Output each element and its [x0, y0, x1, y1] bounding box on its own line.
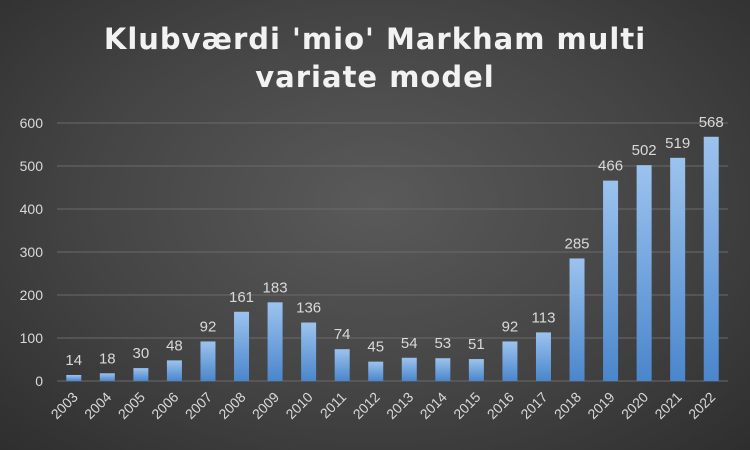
bar-2009	[267, 302, 283, 381]
x-tick-label-2020: 2020	[618, 389, 651, 422]
bar-2017	[535, 332, 551, 381]
data-label-2021: 519	[665, 135, 690, 152]
x-tick-label-2005: 2005	[115, 389, 148, 422]
x-tick-label-2019: 2019	[584, 389, 617, 422]
x-tick-label-2022: 2022	[685, 389, 718, 422]
y-tick-label: 200	[20, 287, 44, 303]
data-label-2012: 45	[367, 339, 384, 356]
bar-2021	[670, 157, 686, 381]
bar-2008	[234, 311, 250, 381]
bar-2007	[200, 341, 216, 381]
data-label-2008: 161	[229, 289, 254, 306]
data-label-2015: 51	[468, 336, 485, 353]
chart-title-line-1: Klubværdi 'mio' Markham multi	[103, 22, 647, 56]
x-tick-label-2012: 2012	[350, 389, 383, 422]
data-label-2006: 48	[166, 337, 183, 354]
y-tick-label: 500	[20, 158, 44, 174]
data-label-2011: 74	[334, 326, 351, 343]
x-tick-label-2011: 2011	[317, 389, 350, 422]
x-tick-label-2014: 2014	[417, 389, 450, 422]
x-tick-label-2006: 2006	[148, 389, 181, 422]
x-axis-tick-labels: 2003 2004 2005 2006 2007 2008 2009 2010 2011 2012…	[48, 389, 719, 422]
bar-2003	[66, 374, 82, 381]
bar-2013	[401, 357, 417, 381]
x-tick-label-2017: 2017	[517, 389, 550, 422]
data-label-2019: 466	[598, 158, 623, 175]
chart-title-line-2: variate model	[255, 60, 495, 94]
data-label-2013: 54	[401, 335, 418, 352]
bars	[66, 136, 719, 381]
data-label-2004: 18	[99, 350, 116, 367]
data-label-2009: 183	[263, 279, 288, 296]
bar-2018	[569, 258, 585, 381]
bar-2019	[603, 180, 619, 381]
bar-2005	[133, 368, 149, 381]
x-tick-label-2007: 2007	[182, 389, 215, 422]
x-tick-label-2003: 2003	[48, 389, 81, 422]
y-axis-tick-labels: 0 100 200 300 400 500 600	[20, 115, 44, 389]
gridlines	[57, 122, 728, 382]
bar-2022	[703, 136, 719, 381]
bar-2004	[99, 373, 115, 381]
y-tick-label: 300	[20, 244, 44, 260]
y-tick-label: 100	[20, 330, 44, 346]
x-tick-label-2015: 2015	[450, 389, 483, 422]
x-tick-label-2008: 2008	[215, 389, 248, 422]
y-tick-label: 600	[20, 115, 44, 131]
data-labels: 14 18 30 48 92 161 183 136 74 45 54 53 51 92 113 285 466…	[65, 114, 723, 369]
data-label-2014: 53	[434, 335, 451, 352]
bar-2015	[468, 359, 484, 381]
x-tick-label-2010: 2010	[282, 389, 315, 422]
data-label-2022: 568	[699, 114, 724, 131]
y-tick-label: 400	[20, 201, 44, 217]
bar-2016	[502, 341, 518, 381]
data-label-2005: 30	[133, 345, 150, 362]
bar-2014	[435, 358, 451, 381]
x-tick-label-2021: 2021	[651, 389, 684, 422]
chart-title: Klubværdi 'mio' Markham multi variate mo…	[0, 20, 750, 96]
data-label-2020: 502	[632, 142, 657, 159]
bar-2006	[166, 360, 182, 381]
x-tick-label-2018: 2018	[551, 389, 584, 422]
bar-2010	[301, 322, 317, 381]
bar-2020	[636, 165, 652, 381]
data-label-2017: 113	[532, 309, 556, 326]
data-label-2018: 285	[565, 235, 590, 252]
data-label-2003: 14	[65, 352, 82, 369]
data-label-2010: 136	[296, 300, 321, 317]
x-tick-label-2009: 2009	[249, 389, 282, 422]
data-label-2016: 92	[502, 318, 519, 335]
x-tick-label-2004: 2004	[81, 389, 114, 422]
bar-2011	[334, 349, 350, 381]
x-tick-label-2016: 2016	[484, 389, 517, 422]
bar-2012	[368, 361, 384, 381]
data-label-2007: 92	[200, 318, 217, 335]
x-tick-label-2013: 2013	[383, 389, 416, 422]
y-tick-label: 0	[35, 373, 43, 389]
